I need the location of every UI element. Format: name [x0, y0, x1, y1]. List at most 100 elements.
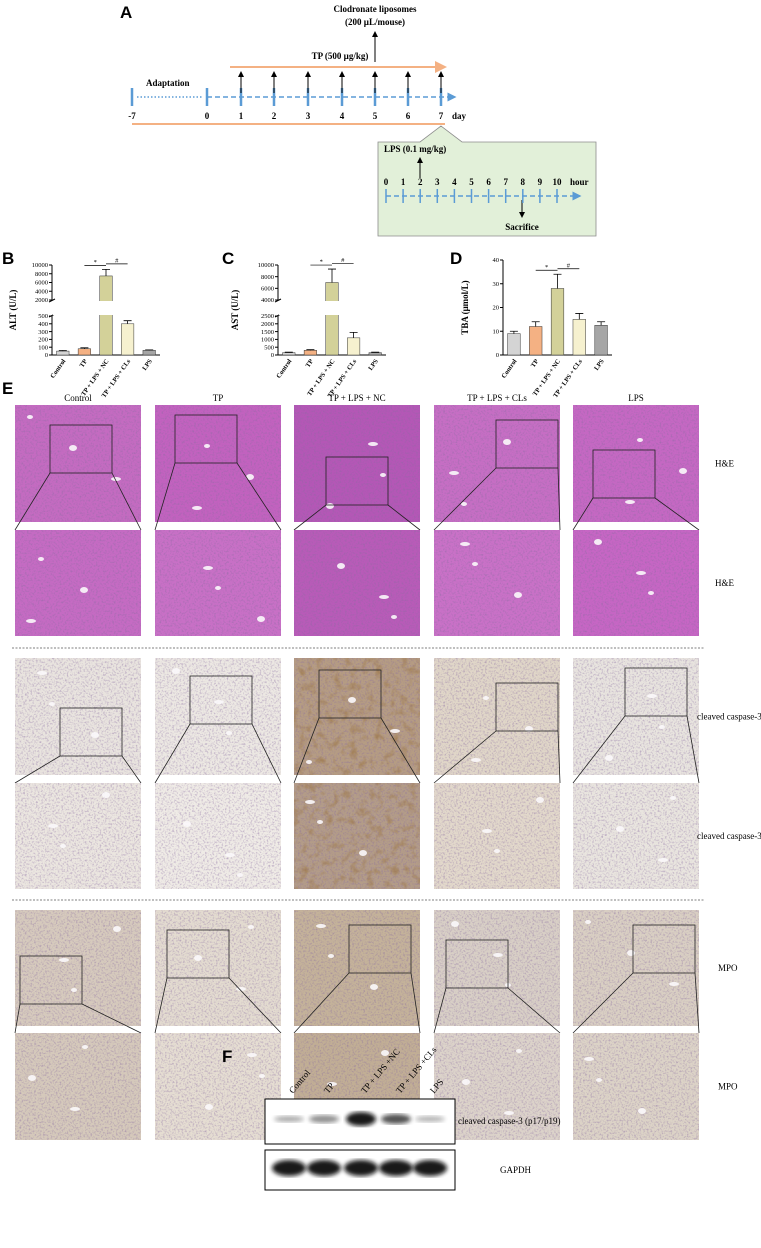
vessel [248, 925, 254, 929]
significance-mark: * [545, 264, 548, 271]
y-tick-label: 0 [45, 352, 48, 359]
vessel [625, 500, 635, 504]
x-tick-label: LPS [141, 358, 154, 372]
blot-band [379, 1160, 413, 1176]
vessel [203, 566, 213, 570]
vessel [102, 792, 110, 798]
error-bar [124, 321, 132, 324]
y-tick-label: 4000 [261, 297, 274, 304]
vessel [194, 955, 202, 961]
vessel [316, 924, 326, 928]
hour-label: 9 [538, 177, 543, 187]
hour-label: 2 [418, 177, 423, 187]
lps-label: LPS (0.1 mg/kg) [384, 144, 446, 154]
vessel [390, 729, 400, 733]
y-tick-label: 2000 [261, 321, 274, 328]
error-bar [102, 269, 110, 276]
bar [78, 349, 91, 355]
hour-label: 4 [452, 177, 457, 187]
vessel [472, 562, 478, 566]
x-tick-label: TP [530, 358, 541, 369]
bar [143, 350, 156, 355]
vessel [69, 445, 77, 451]
micrograph-texture [573, 658, 699, 775]
vessel [59, 958, 69, 962]
vessel [471, 758, 481, 762]
vessel [451, 921, 459, 927]
band-label: GAPDH [500, 1165, 532, 1175]
micrograph-texture [434, 658, 560, 775]
vessel [26, 619, 36, 623]
bar [347, 338, 360, 355]
vessel [91, 732, 99, 738]
vessel [516, 1049, 522, 1053]
x-tick-label: LPS [593, 358, 606, 372]
column-label: TP + LPS + CLs [467, 393, 527, 403]
bar [100, 276, 113, 355]
vessel [113, 926, 121, 932]
panel-a: A Clodronate liposomes (200 µL/mouse) TP… [120, 3, 596, 236]
significance-mark: * [320, 259, 323, 266]
y-axis-label: AST (U/L) [230, 290, 240, 331]
vessel [596, 1078, 602, 1082]
blot-band [413, 1160, 447, 1176]
vessel [82, 1045, 88, 1049]
blot-band [415, 1116, 445, 1122]
vessel [337, 563, 345, 569]
day-label: -7 [128, 111, 136, 121]
micrograph-texture [155, 1033, 281, 1140]
micrograph-texture [15, 1033, 141, 1140]
day-label: 6 [406, 111, 411, 121]
hour-label: 0 [384, 177, 389, 187]
column-label: TP [213, 393, 224, 403]
error-bar [597, 322, 605, 326]
bar [508, 334, 521, 355]
significance-mark: # [341, 257, 345, 264]
vessel [247, 1053, 257, 1057]
vessel [648, 591, 654, 595]
vessel [38, 557, 44, 561]
vessel [391, 615, 397, 619]
hour-label: 5 [469, 177, 474, 187]
vessel [503, 439, 511, 445]
row-label: MPO [718, 963, 738, 973]
y-tick-label: 300 [38, 329, 48, 336]
vessel [658, 858, 668, 862]
vessel [305, 800, 315, 804]
vessel [679, 468, 687, 474]
y-tick-label: 2500 [261, 313, 274, 320]
row-label: H&E [715, 578, 735, 588]
panel-letter: E [2, 379, 13, 398]
vessel [28, 1075, 36, 1081]
day-label: 0 [205, 111, 210, 121]
day-unit: day [452, 111, 467, 121]
micrograph-texture [573, 405, 699, 522]
micrograph-texture [573, 783, 699, 889]
vessel [70, 1107, 80, 1111]
vessel [257, 616, 265, 622]
bar [529, 327, 542, 356]
y-tick-label: 6000 [35, 280, 48, 287]
micrograph-texture [15, 783, 141, 889]
bar [121, 324, 134, 355]
micrograph-texture [155, 910, 281, 1026]
vessel [37, 671, 47, 675]
error-bar [554, 274, 562, 288]
day-label: 4 [340, 111, 345, 121]
band-label: cleaved caspase-3 (p17/p19) [458, 1116, 560, 1126]
vessel [27, 415, 33, 419]
vessel [616, 826, 624, 832]
bar [595, 325, 608, 355]
micrograph-texture [573, 530, 699, 636]
error-bar [328, 269, 336, 282]
bar [369, 353, 382, 355]
vessel [636, 571, 646, 575]
micrograph-texture [573, 910, 699, 1026]
vessel [638, 1108, 646, 1114]
vessel [192, 506, 202, 510]
vessel [326, 503, 334, 509]
y-tick-label: 6000 [261, 286, 274, 293]
